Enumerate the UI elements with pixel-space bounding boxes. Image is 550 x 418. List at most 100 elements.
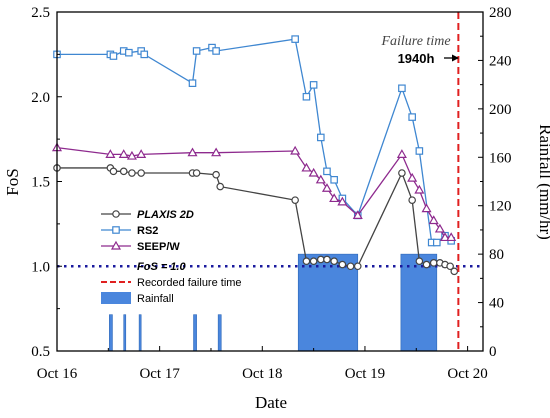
data-point-circle	[398, 169, 406, 177]
data-point-circle	[291, 196, 299, 204]
data-point-circle	[415, 257, 424, 265]
legend-label: PLAXIS 2D	[137, 209, 194, 221]
data-point-triangle	[434, 223, 445, 233]
y-right-tick-label: 0	[489, 344, 497, 360]
x-tick-label: Oct 20	[447, 366, 487, 382]
data-point-square	[433, 238, 441, 247]
data-point-triangle	[321, 183, 333, 192]
data-point-circle	[137, 169, 145, 177]
rainfall-bar	[123, 314, 127, 352]
rainfall-bar	[138, 314, 142, 352]
data-point-triangle	[414, 184, 425, 194]
data-point-triangle	[439, 232, 451, 242]
data-point-square	[212, 47, 220, 55]
failure-time-title: Failure time	[380, 34, 450, 49]
data-point-square	[291, 35, 299, 43]
legend-label: FoS = 1.0	[137, 261, 186, 273]
data-point-square	[415, 147, 424, 155]
data-point-circle	[429, 259, 438, 267]
data-point-triangle	[136, 149, 147, 158]
data-point-circle	[408, 196, 416, 204]
y-left-tick-label: 1.5	[31, 175, 50, 191]
y-left-tick-label: 1.0	[31, 259, 50, 275]
data-point-triangle	[126, 150, 137, 160]
data-point-circle	[216, 182, 225, 191]
y-right-tick-label: 240	[489, 53, 512, 69]
data-point-circle	[446, 262, 454, 271]
data-point-circle	[317, 255, 325, 264]
data-point-triangle	[421, 203, 432, 213]
y-left-tick-label: 2.5	[31, 5, 50, 21]
rainfall-bar	[193, 314, 197, 352]
failure-annotation: Failure time 1940h	[380, 34, 459, 66]
data-point-circle	[109, 167, 118, 176]
y-right-tick-label: 160	[489, 150, 512, 166]
data-point-triangle	[110, 240, 122, 250]
legend-item: Recorded failure time	[101, 277, 242, 289]
data-point-triangle	[105, 149, 116, 158]
data-point-triangle	[337, 196, 348, 206]
y-right-tick-label: 200	[489, 102, 512, 118]
y-left-tick-label: 0.5	[31, 344, 50, 360]
legend-item: PLAXIS 2D	[101, 209, 194, 221]
data-point-circle	[112, 210, 120, 218]
data-point-square	[330, 176, 338, 184]
data-point-triangle	[407, 172, 418, 182]
rainfall-bar	[400, 253, 438, 352]
data-point-square	[112, 226, 120, 234]
data-point-triangle	[187, 147, 198, 157]
data-point-triangle	[315, 174, 326, 184]
legend-label: RS2	[137, 225, 158, 237]
data-point-triangle	[446, 232, 457, 242]
failure-arrow-head	[452, 54, 459, 62]
data-point-square	[398, 84, 406, 93]
data-point-triangle	[396, 149, 407, 158]
data-point-square	[109, 52, 118, 60]
legend-item: RS2	[101, 225, 158, 237]
legend-label: Rainfall	[137, 293, 174, 305]
y-axis-left-title: FoS	[3, 168, 22, 195]
series-plaxis-2d	[53, 164, 459, 276]
y-right-tick-label: 80	[489, 247, 504, 263]
series-lines	[51, 35, 459, 276]
legend-item: FoS = 1.0	[137, 261, 186, 273]
data-point-circle	[212, 170, 220, 179]
data-point-circle	[353, 262, 362, 271]
x-tick-label: Oct 17	[139, 366, 180, 382]
data-point-square	[309, 81, 318, 89]
data-point-circle	[450, 267, 459, 276]
series-seep-w	[51, 142, 457, 242]
data-point-circle	[338, 260, 347, 269]
y-left-tick-label: 2.0	[31, 90, 50, 106]
data-point-triangle	[118, 149, 129, 158]
data-point-square	[192, 47, 201, 55]
rainfall-bar	[109, 314, 113, 352]
x-tick-label: Oct 19	[345, 366, 385, 382]
data-point-triangle	[428, 215, 439, 225]
y-right-tick-label: 280	[489, 5, 512, 21]
series-line	[57, 167, 455, 272]
data-point-circle	[309, 257, 318, 265]
data-point-square	[188, 79, 197, 87]
rainfall-bar	[217, 314, 222, 352]
x-tick-label: Oct 16	[37, 366, 78, 382]
data-point-triangle	[352, 210, 363, 219]
data-point-triangle	[290, 145, 301, 155]
data-point-circle	[346, 262, 355, 271]
data-point-circle	[128, 169, 136, 177]
failure-time-value: 1940h	[398, 51, 435, 66]
x-axis-title: Date	[255, 393, 287, 412]
data-point-square	[125, 48, 133, 57]
data-point-circle	[302, 257, 311, 265]
data-point-triangle	[211, 147, 222, 157]
axes: Oct 16 Oct 17 Oct 18 Oct 19 Oct 20 0.5 1.0 1.5 2…	[31, 5, 511, 382]
data-point-square	[140, 50, 149, 59]
y-axis-right-title: Rainfall (mm/hr)	[536, 124, 550, 240]
legend-item: Rainfall	[101, 292, 174, 305]
data-point-triangle	[308, 167, 319, 177]
legend-label: Recorded failure time	[137, 277, 242, 289]
data-point-triangle	[301, 162, 312, 172]
legend-label: SEEP/W	[137, 241, 180, 253]
data-point-circle	[330, 257, 338, 265]
